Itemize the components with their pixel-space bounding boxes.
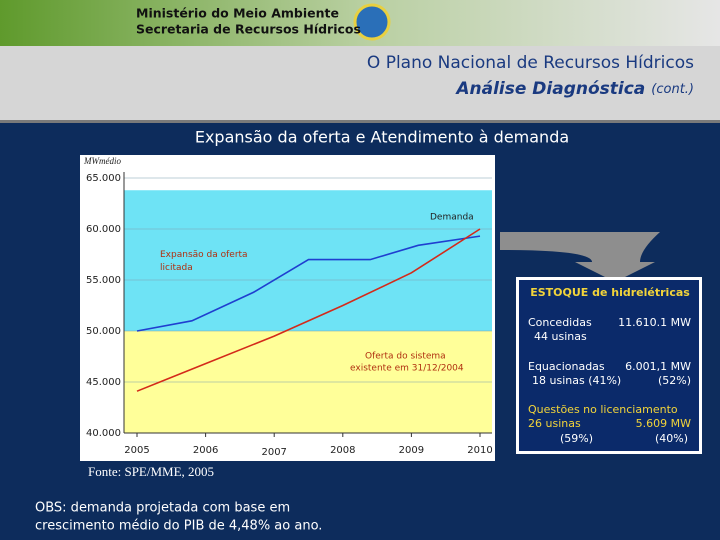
y-tick-label: 40.000 [86,428,121,439]
stock-cell: 44 usinas [534,330,587,343]
stock-cell: 6.001,1 MW [625,360,691,373]
series-label-line: Expansão da oferta [160,250,248,260]
stock-cell: 11.610.1 MW [618,316,691,329]
x-tick-label: 2009 [399,445,424,456]
y-tick-label: 65.000 [86,173,121,184]
note-line: OBS: demanda projetada com base em [35,501,290,516]
y-tick-label: 55.000 [86,275,121,286]
stock-cell: (59%) [560,432,593,445]
note-line: crescimento médio do PIB de 4,48% ao ano… [35,519,322,534]
stock-cell: Concedidas [528,316,592,329]
annotation: Oferta do sistema [365,352,446,362]
y-tick-label: 45.000 [86,377,121,388]
subtitle-note: (cont.) [651,82,694,97]
arrow [500,232,660,282]
logo [353,3,391,41]
stock-cell: (40%) [655,432,688,445]
stock-cell: Equacionadas [528,360,605,373]
header-rule [0,120,720,123]
series-line [136,235,481,332]
series-label: Expansão da oferta licitada [160,250,248,273]
x-tick-label: 2006 [193,445,218,456]
plot: 40.000 45.000 50.000 55.000 60.000 65.000 MWmé… [83,156,493,458]
stock-title: ESTOQUE de hidrelétricas [530,286,690,299]
source: Fonte: SPE/MME, 2005 [88,464,214,479]
stock-cell: Questões no licenciamento [528,403,678,416]
series-line [136,228,481,392]
subtitle: Análise Diagnóstica [454,79,645,99]
stock-cell: 5.609 MW [636,417,691,430]
stock-cell: (52%) [658,374,691,387]
y-axis-label: MWmédio [83,156,121,166]
x-tick-label: 2007 [261,447,286,458]
x-tick-label: 2008 [330,445,355,456]
slide-subtitle: Análise Diagnóstica (cont.) [454,79,694,99]
series-label-line: licitada [160,263,193,273]
secretariat: Secretaria de Recursos Hídricos [136,22,361,37]
x-tick-label: 2005 [124,445,149,456]
annotation: existente em 31/12/2004 [350,364,464,374]
stock-cell: 18 usinas (41%) [532,374,621,387]
stock-box [519,280,699,451]
slide-title: O Plano Nacional de Recursos Hídricos [367,53,694,73]
series-label: Demanda [430,213,474,223]
ministry: Ministério do Meio Ambiente [136,6,339,21]
stock-cell: 26 usinas [528,417,581,430]
y-tick-label: 50.000 [86,326,121,337]
section-title: Expansão da oferta e Atendimento à deman… [195,128,569,147]
x-tick-label: 2010 [467,445,492,456]
y-tick-label: 60.000 [86,224,121,235]
